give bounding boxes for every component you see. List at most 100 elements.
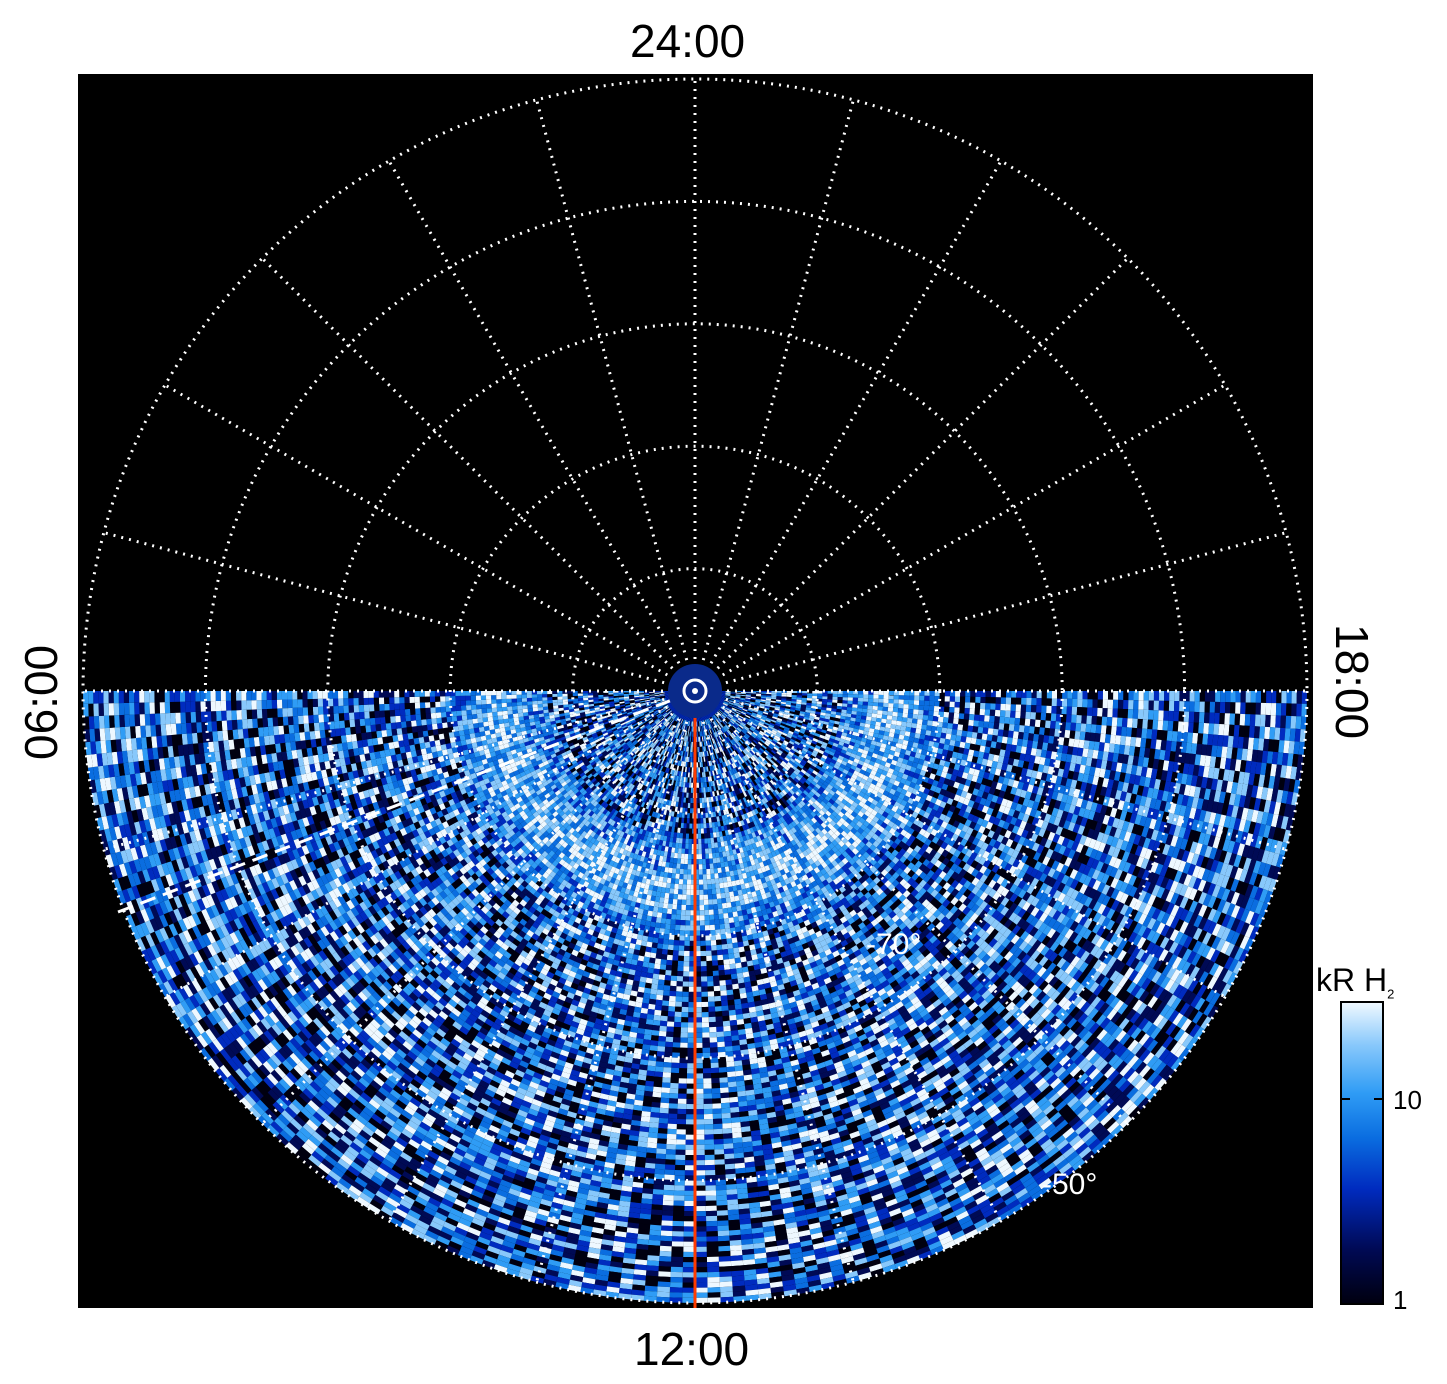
emission-cell <box>700 828 704 834</box>
emission-cell <box>822 696 828 700</box>
emission-cell <box>689 767 692 773</box>
emission-cell <box>710 842 715 849</box>
emission-cell <box>701 838 705 844</box>
emission-cell <box>708 853 713 859</box>
emission-cell <box>857 704 863 709</box>
emission-cell <box>689 777 692 783</box>
emission-cell <box>698 777 701 783</box>
emission-cell <box>822 693 828 697</box>
emission-cell <box>687 808 691 814</box>
emission-cell <box>771 692 777 695</box>
emission-cell <box>698 848 702 855</box>
emission-cell <box>856 708 863 713</box>
emission-cell <box>686 823 690 829</box>
emission-cell <box>841 706 848 711</box>
emission-cell <box>537 697 543 701</box>
emission-cell <box>723 702 729 705</box>
emission-cell <box>572 693 578 697</box>
emission-cell <box>557 693 563 697</box>
emission-cell <box>676 832 681 839</box>
emission-cell <box>745 692 752 694</box>
emission-cell <box>812 695 818 699</box>
emission-cell <box>807 693 813 696</box>
emission-cell <box>710 837 715 844</box>
emission-cell <box>796 693 803 696</box>
emission-cell <box>861 712 868 717</box>
emission-cell <box>673 852 678 859</box>
emission-cell <box>577 693 583 696</box>
emission-cell <box>688 833 693 839</box>
emission-cell <box>675 842 680 849</box>
emission-cell <box>723 700 729 703</box>
emission-cell <box>699 787 702 793</box>
emission-cell <box>687 797 691 804</box>
emission-cell <box>697 787 700 793</box>
emission-cell <box>582 695 589 699</box>
emission-cell <box>847 694 854 698</box>
emission-cell <box>832 693 838 697</box>
emission-cell <box>723 701 729 705</box>
emission-cell <box>699 792 702 799</box>
emission-cell <box>682 838 686 844</box>
emission-cell <box>682 833 687 839</box>
emission-cell <box>697 833 702 839</box>
emission-cell <box>812 693 818 697</box>
emission-cell <box>686 787 689 793</box>
emission-cell <box>608 694 614 697</box>
emission-cell <box>562 701 569 705</box>
emission-cell <box>698 782 702 788</box>
emission-cell <box>681 848 686 854</box>
emission-cell <box>557 696 563 700</box>
emission-cell <box>593 695 599 698</box>
emission-cell <box>837 696 843 701</box>
emission-cell <box>688 838 692 844</box>
emission-cell <box>552 693 558 697</box>
emission-cell <box>685 838 689 844</box>
emission-cell <box>761 692 767 694</box>
emission-cell <box>587 695 594 698</box>
emission-cell <box>557 699 563 703</box>
emission-cell <box>707 843 712 849</box>
emission-cell <box>821 701 828 705</box>
emission-cell <box>577 695 584 699</box>
emission-cell <box>690 762 693 768</box>
emission-cell <box>690 803 693 809</box>
emission-cell <box>532 704 538 709</box>
emission-cell <box>593 697 599 700</box>
emission-cell <box>697 818 701 824</box>
emission-cell <box>842 700 848 704</box>
emission-cell <box>791 693 797 696</box>
emission-cell <box>725 692 731 694</box>
emission-cell <box>527 708 534 713</box>
emission-cell <box>723 701 729 704</box>
emission-cell <box>680 853 685 859</box>
emission-cell <box>547 705 554 710</box>
emission-cell <box>678 843 683 849</box>
emission-cell <box>697 762 700 768</box>
emission-cell <box>567 701 574 705</box>
emission-cell <box>705 812 709 819</box>
emission-cell <box>699 797 703 804</box>
emission-cell <box>861 708 868 713</box>
emission-cell <box>692 752 694 758</box>
emission-cell <box>696 762 699 768</box>
emission-cell <box>526 691 532 695</box>
emission-cell <box>680 827 684 834</box>
emission-cell <box>802 691 808 694</box>
emission-cell <box>801 697 807 701</box>
emission-cell <box>817 693 823 697</box>
emission-cell <box>603 694 609 697</box>
emission-cell <box>826 702 833 706</box>
emission-cell <box>847 703 853 708</box>
emission-cell <box>638 692 645 694</box>
emission-cell <box>832 699 838 703</box>
emission-cell <box>725 692 731 694</box>
emission-cell <box>542 700 548 704</box>
emission-cell <box>837 699 843 704</box>
emission-cell <box>863 694 869 699</box>
emission-cell <box>623 692 629 694</box>
emission-cell <box>725 696 731 698</box>
emission-cell <box>705 817 709 824</box>
emission-cell <box>674 847 679 854</box>
emission-cell <box>699 802 703 809</box>
